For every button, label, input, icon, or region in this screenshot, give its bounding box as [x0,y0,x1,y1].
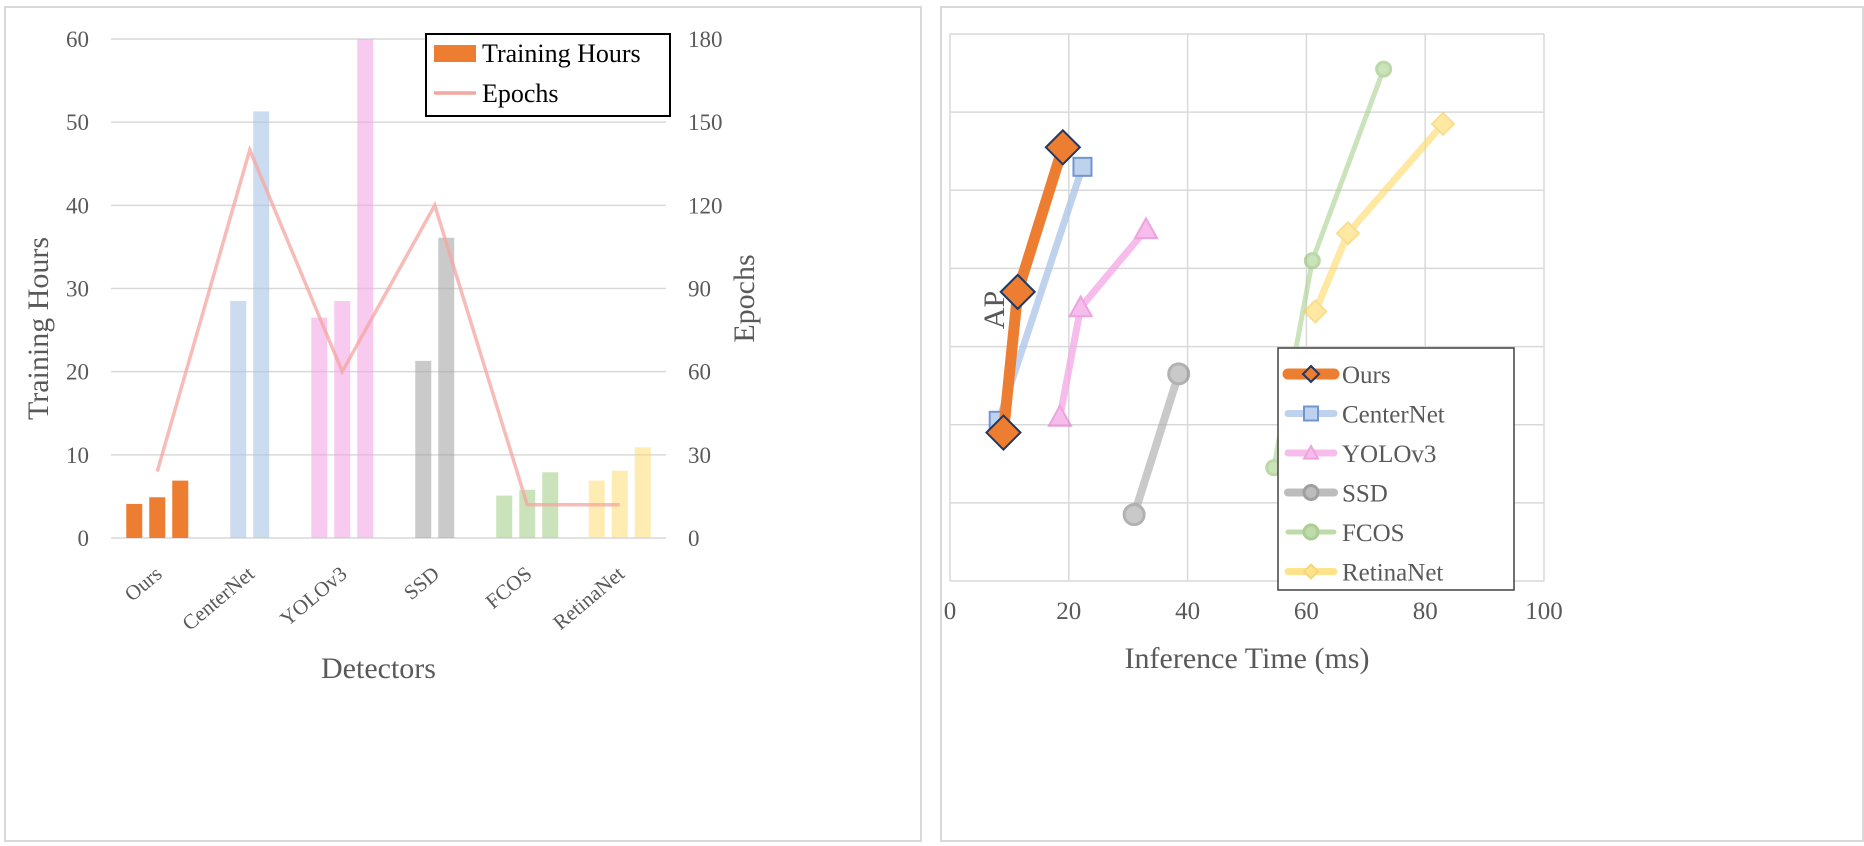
y2-axis-title: Epochs [728,254,761,342]
legend-item [1285,523,1337,541]
data-point [1335,220,1361,246]
y2-tick-label: 30 [688,443,711,468]
bar [149,497,166,538]
bar [496,495,513,538]
series-line [1130,369,1183,519]
x-tick-label: 60 [1294,598,1319,625]
legend-item [1284,484,1338,501]
y2-tick-label: 180 [688,27,723,52]
legend-label-training-hours: Training Hours [482,39,641,68]
legend-item [1284,563,1338,580]
x-tick-label: 0 [944,598,957,625]
legend-item [1282,364,1340,384]
y-axis-title: AP [978,291,1011,329]
category-label: Ours [120,561,167,606]
data-point [1072,156,1093,177]
series-retinanet [1302,111,1456,324]
y2-tick-label: 90 [688,277,711,302]
series-line [1311,120,1447,315]
bar [172,480,189,538]
data-point [1044,128,1082,166]
x-axis-title: Inference Time (ms) [1125,642,1370,675]
epochs-line [155,144,620,507]
series-ssd [1122,362,1191,527]
y-tick-label: 60 [66,27,89,52]
series-line [1056,225,1150,421]
x-tick-label: 40 [1175,598,1200,625]
bar [588,480,605,538]
bar [519,489,536,538]
legend-box [1277,347,1515,591]
legend-marker [1302,484,1320,501]
y2-tick-label: 150 [688,110,723,135]
y2-tick-label: 0 [688,526,700,551]
data-point [1167,362,1191,386]
y-tick-label: 10 [66,443,89,468]
bar [126,503,143,538]
legend-marker [1301,364,1321,384]
bar [253,111,270,538]
series-ours [985,128,1082,451]
x-tick-label: 100 [1525,598,1563,625]
legend-marker [1302,523,1320,541]
data-point [1067,294,1094,318]
legend: Ours CenterNet YOLOv3 SSD FCOS RetinaNet [1277,347,1515,591]
category-label: YOLOv3 [275,561,351,630]
series-yolov3 [1047,216,1159,427]
ap-inference-chart-panel: 0204060801002426283032343638Inference Ti… [940,6,1864,842]
bar [334,300,351,538]
data-point [1430,111,1456,137]
legend-marker [1302,443,1320,460]
data-point [1303,252,1321,270]
legend-swatch-training-hours [434,45,476,62]
x-tick-label: 20 [1056,598,1081,625]
data-point [1047,403,1073,427]
training-hours-epochs-chart: 0 10 20 30 40 50 60 0 30 60 90 120 150 180 Ours CenterN… [22,27,761,685]
x-axis-title: Detectors [321,652,436,685]
legend-item [1284,405,1338,422]
legend-marker [1302,563,1320,580]
bar [357,39,374,538]
category-label: RetinaNet [548,561,629,634]
data-point [1302,298,1328,324]
legend-label: RetinaNet [1342,560,1443,587]
ap-vs-inference-time-chart: 0204060801002426283032343638Inference Ti… [944,33,1563,675]
legend-label: Ours [1342,362,1391,389]
category-label: CenterNet [177,561,259,635]
legend-label: CenterNet [1342,402,1445,429]
y-tick-label: 40 [66,193,89,218]
legend-item [1284,443,1338,460]
y-tick-label: 0 [78,526,90,551]
bar [634,447,651,538]
y2-tick-label: 120 [688,193,723,218]
legend-label-epochs: Epochs [482,79,559,108]
legend-marker [1303,405,1319,422]
y-axis-title: Training Hours [22,237,55,420]
category-label: SSD [399,561,444,604]
category-label: FCOS [481,561,537,613]
y-tick-label: 20 [66,360,89,385]
data-point [1133,216,1159,240]
bar [311,317,328,538]
training-chart-panel: 0 10 20 30 40 50 60 0 30 60 90 120 150 180 Ours CenterN… [4,6,922,842]
y-tick-label: 50 [66,110,89,135]
y2-tick-label: 60 [688,360,711,385]
bar [415,360,432,538]
legend: Training Hours Epochs [425,33,671,117]
bar [438,237,455,539]
bar [230,300,247,538]
y-tick-label: 30 [66,277,89,302]
legend-label: FCOS [1342,520,1405,547]
legend-label: SSD [1342,481,1388,508]
data-point [999,273,1037,311]
data-point [1122,503,1146,527]
x-tick-label: 80 [1413,598,1438,625]
legend-label: YOLOv3 [1342,441,1436,468]
data-point [1375,60,1393,78]
data-point [985,414,1022,451]
